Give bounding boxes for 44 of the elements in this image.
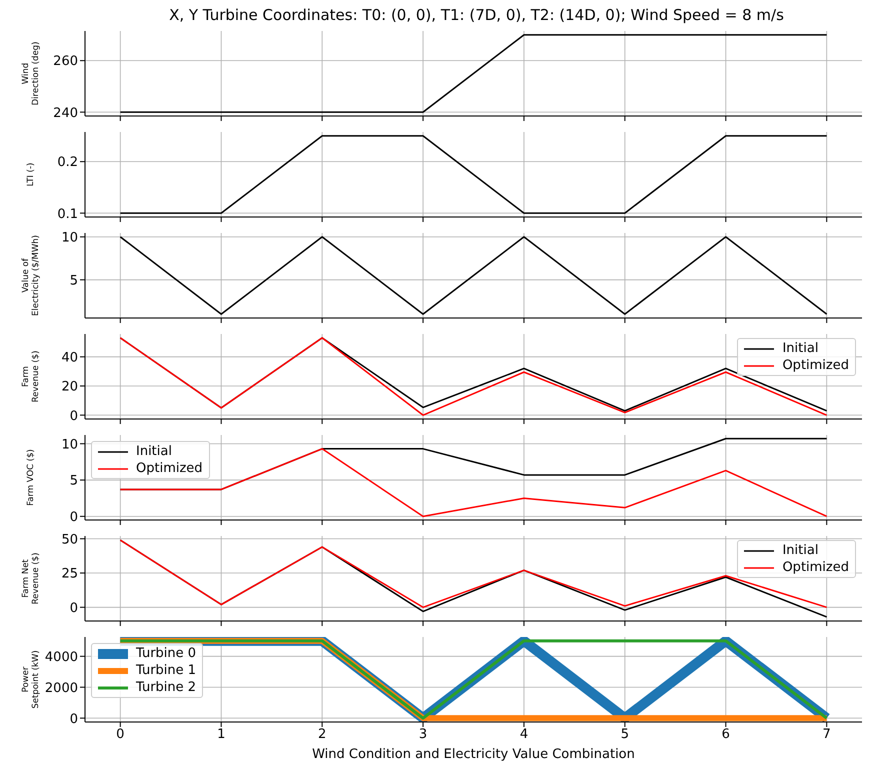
- legend-label: Turbine 1: [136, 662, 196, 679]
- y-tick-label: 20: [61, 380, 78, 395]
- y-axis-title: Farm Net Revenue ($): [21, 552, 41, 604]
- y-tick-label: 25: [61, 566, 78, 582]
- x-tick-label: 6: [722, 727, 730, 742]
- y-axis-title: Power Setpoint (kW): [21, 650, 41, 709]
- y-tick-label: 5: [70, 273, 78, 288]
- y-tick-label: 0.1: [57, 206, 78, 222]
- x-tick-label: 4: [520, 727, 528, 742]
- y-tick-label: 0: [70, 712, 78, 727]
- x-axis-title: Wind Condition and Electricity Value Combination: [312, 747, 635, 762]
- y-tick-label: 0: [70, 510, 78, 525]
- y-tick-label: 0.2: [57, 155, 78, 170]
- x-tick-label: 7: [822, 727, 831, 742]
- x-tick-label: 5: [620, 727, 630, 742]
- x-tick-label: 2: [318, 727, 326, 742]
- x-tick-label: 3: [418, 727, 428, 742]
- legend-label: Initial: [782, 542, 818, 559]
- y-axis-title: LTI (-): [26, 162, 36, 186]
- legend-label: Turbine 2: [136, 679, 196, 696]
- y-tick-label: 5: [70, 474, 78, 489]
- y-axis-title: Wind Direction (deg): [21, 42, 41, 106]
- y-tick-label: 50: [61, 532, 78, 548]
- x-tick-label: 0: [116, 727, 124, 742]
- y-tick-label: 40: [61, 350, 78, 366]
- legend-label: Initial: [782, 340, 818, 357]
- y-axis-title: Farm Revenue ($): [21, 350, 41, 402]
- legend-label: Initial: [136, 443, 172, 460]
- y-tick-label: 4000: [44, 650, 78, 665]
- y-axis-title: Value of Electricity ($/MWh): [21, 235, 41, 316]
- y-axis-title: Farm VOC ($): [26, 449, 36, 506]
- x-tick-label: 1: [217, 727, 226, 742]
- legend-label: Turbine 0: [136, 645, 196, 662]
- y-tick-label: 2000: [44, 680, 78, 696]
- y-tick-label: 10: [61, 230, 78, 246]
- legend-label: Optimized: [136, 460, 203, 477]
- y-tick-label: 0: [70, 408, 78, 424]
- y-tick-label: 10: [61, 437, 78, 452]
- y-tick-label: 240: [53, 106, 78, 121]
- legend-label: Optimized: [782, 357, 849, 374]
- legend-label: Optimized: [782, 559, 849, 576]
- y-tick-label: 260: [53, 54, 78, 70]
- chart-title: X, Y Turbine Coordinates: T0: (0, 0), T1: (7D, 0), T2: (14D, 0); Wind Speed = 8 m/s: [168, 6, 785, 26]
- y-tick-label: 0: [70, 600, 78, 616]
